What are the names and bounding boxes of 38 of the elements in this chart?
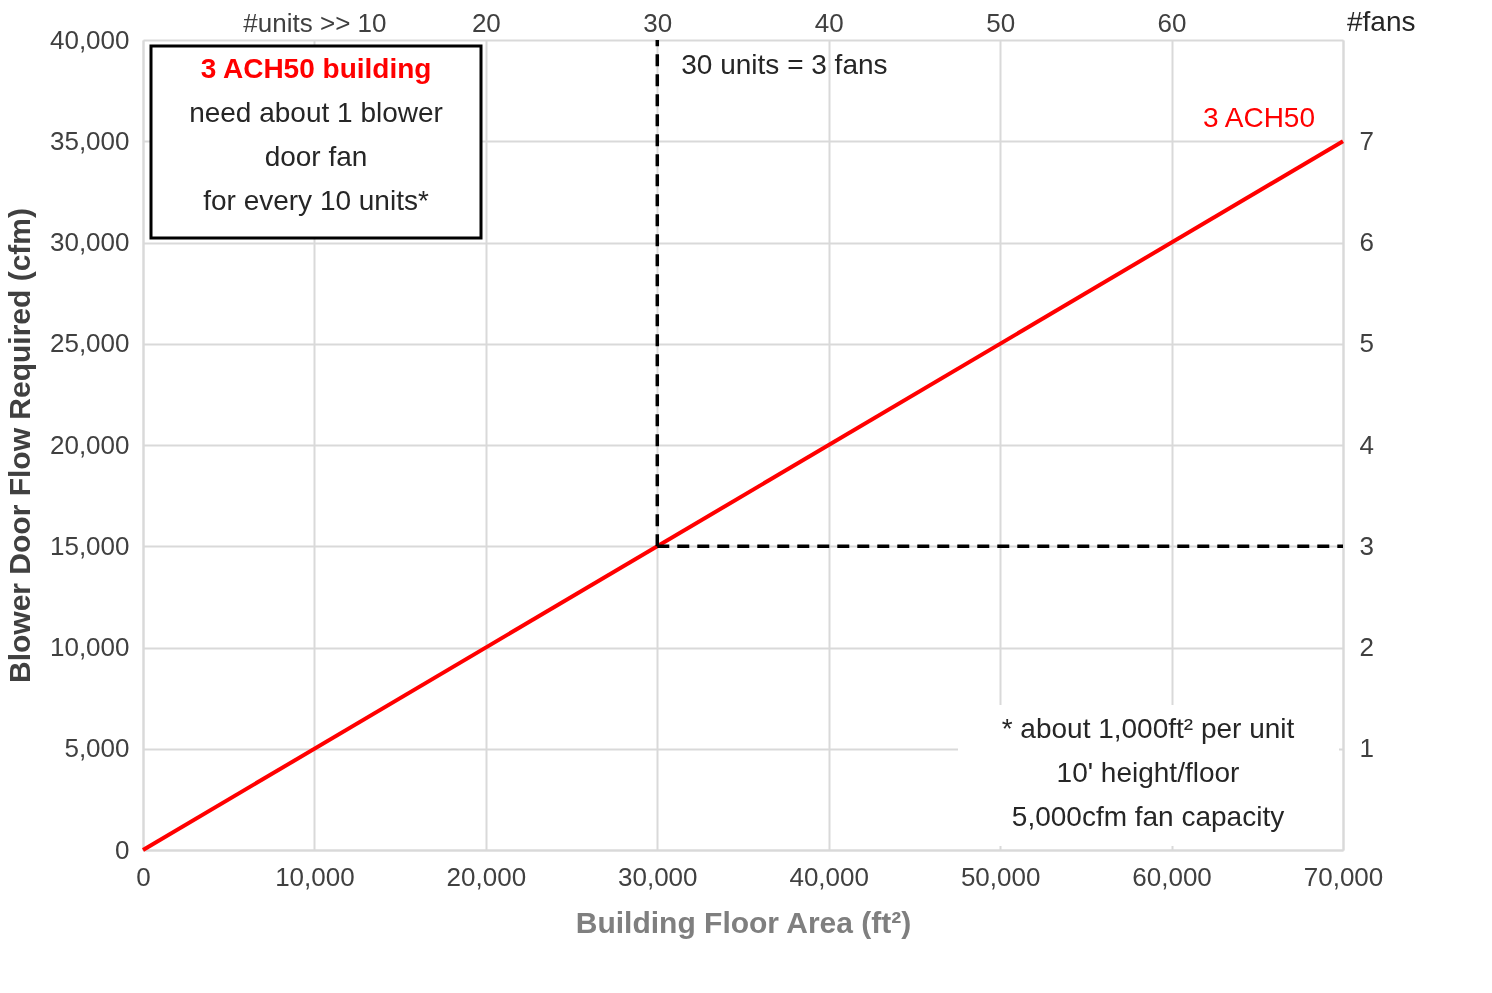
y2-tick-label: 6 bbox=[1359, 227, 1374, 257]
y2-tick-label: 4 bbox=[1359, 429, 1374, 460]
annotation: 30 units = 3 fans bbox=[681, 49, 888, 80]
y-tick-label: 25,000 bbox=[49, 328, 130, 359]
y2-tick-label: 3 bbox=[1359, 530, 1374, 561]
x2-tick-label: 30 bbox=[643, 7, 673, 38]
y2-tick-label: 7 bbox=[1359, 125, 1374, 156]
x2-tick-label: 40 bbox=[814, 7, 844, 38]
annotation: * about 1,000ft² per unit 10' height/floor 5,000cfm fan capacity bbox=[1001, 713, 1295, 832]
y2-tick-label: 1 bbox=[1359, 733, 1374, 764]
x2-tick-label: #units >> 10 bbox=[243, 7, 387, 38]
x2-tick-label: 20 bbox=[471, 7, 501, 38]
y-tick-label: 20,000 bbox=[49, 429, 130, 460]
y-tick-label: 5,000 bbox=[64, 733, 130, 764]
y2-tick-label: 5 bbox=[1359, 328, 1374, 359]
x-tick-label: 30,000 bbox=[618, 861, 698, 892]
x2-tick-label: 60 bbox=[1157, 7, 1187, 38]
y2-tick-label: 2 bbox=[1359, 632, 1374, 662]
x-tick-label: 0 bbox=[136, 861, 151, 892]
x2-tick-label: 50 bbox=[986, 7, 1016, 38]
x-axis-title: Building Floor Area (ft²) bbox=[575, 905, 912, 939]
x-tick-label: 10,000 bbox=[275, 861, 355, 892]
annotation: need about 1 blower door fan for every 10 units* bbox=[189, 97, 443, 216]
y-axis-title: Blower Door Flow Required (cfm) bbox=[2, 207, 36, 684]
series-label: 3 ACH50 bbox=[1202, 102, 1315, 134]
annotation: 3 ACH50 building bbox=[200, 53, 432, 84]
x-tick-label: 40,000 bbox=[789, 861, 869, 892]
y2-axis-title: #fans bbox=[1347, 5, 1416, 37]
x-tick-label: 50,000 bbox=[960, 861, 1041, 892]
y-tick-label: 30,000 bbox=[49, 227, 130, 257]
y-tick-label: 35,000 bbox=[49, 125, 130, 156]
y-tick-label: 0 bbox=[115, 834, 130, 865]
y-tick-label: 40,000 bbox=[49, 24, 130, 55]
y-tick-label: 15,000 bbox=[49, 530, 130, 561]
x-tick-label: 60,000 bbox=[1132, 861, 1212, 892]
y-tick-label: 10,000 bbox=[49, 632, 130, 662]
x-tick-label: 20,000 bbox=[446, 861, 527, 892]
x-tick-label: 70,000 bbox=[1303, 861, 1384, 892]
